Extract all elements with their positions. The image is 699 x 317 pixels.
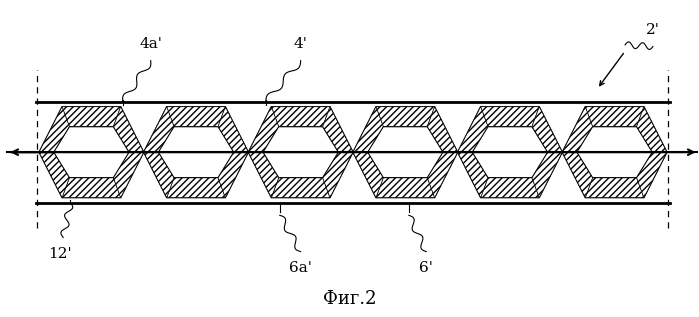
Polygon shape: [353, 107, 458, 197]
Polygon shape: [167, 107, 225, 127]
Text: 4a': 4a': [139, 37, 162, 51]
Text: 6a': 6a': [289, 261, 312, 275]
Polygon shape: [54, 127, 129, 178]
Polygon shape: [585, 178, 644, 197]
Polygon shape: [532, 107, 562, 197]
Polygon shape: [637, 107, 667, 197]
Polygon shape: [248, 107, 279, 197]
Polygon shape: [144, 107, 174, 197]
Text: 4': 4': [294, 37, 308, 51]
Polygon shape: [248, 107, 353, 197]
Polygon shape: [353, 107, 383, 197]
Polygon shape: [62, 107, 121, 127]
Polygon shape: [376, 107, 435, 127]
Polygon shape: [39, 107, 144, 197]
Polygon shape: [427, 107, 458, 197]
Polygon shape: [62, 178, 121, 197]
Polygon shape: [263, 127, 338, 178]
Polygon shape: [323, 107, 353, 197]
Text: 2': 2': [646, 23, 660, 37]
Polygon shape: [39, 107, 69, 197]
Polygon shape: [271, 107, 330, 127]
Polygon shape: [458, 107, 562, 197]
Polygon shape: [577, 127, 652, 178]
Polygon shape: [585, 107, 644, 127]
Polygon shape: [473, 127, 547, 178]
Polygon shape: [481, 178, 539, 197]
Polygon shape: [376, 178, 435, 197]
Polygon shape: [562, 107, 593, 197]
Text: 12': 12': [48, 247, 72, 261]
Polygon shape: [113, 107, 144, 197]
Text: Фиг.2: Фиг.2: [323, 290, 376, 308]
Polygon shape: [458, 107, 488, 197]
Polygon shape: [159, 127, 233, 178]
Polygon shape: [218, 107, 248, 197]
Polygon shape: [481, 107, 539, 127]
Text: 6': 6': [419, 261, 433, 275]
Polygon shape: [562, 107, 667, 197]
Polygon shape: [271, 178, 330, 197]
Polygon shape: [368, 127, 443, 178]
Polygon shape: [144, 107, 248, 197]
Polygon shape: [167, 178, 225, 197]
